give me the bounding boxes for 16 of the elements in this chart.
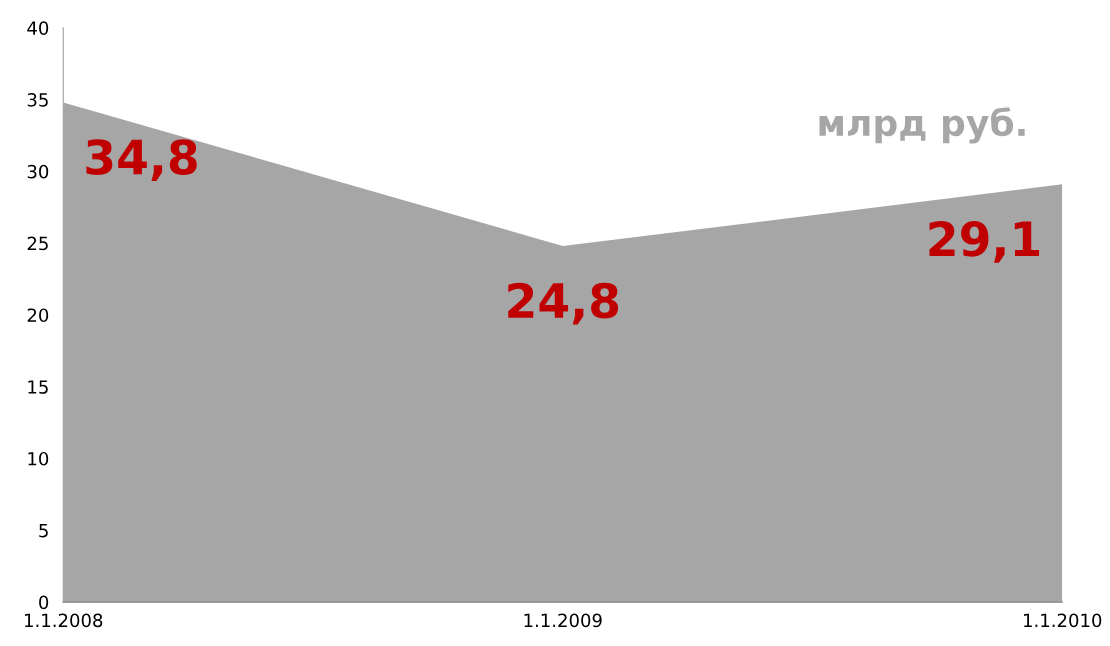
data-label: 24,8 (508, 282, 619, 325)
x-tick-label: 1.1.2009 (524, 613, 602, 628)
y-tick-label: 25 (27, 236, 48, 251)
y-tick-label: 40 (27, 21, 49, 35)
y-tick-label: 20 (27, 308, 49, 323)
x-tick-label: 1.1.2008 (25, 613, 103, 628)
y-tick-label: 15 (28, 380, 48, 394)
y-tick-label: 0 (39, 595, 49, 610)
y-tick-label: 5 (39, 523, 48, 538)
x-tick-label: 1.1.2010 (1024, 613, 1102, 628)
y-tick-label: 30 (27, 164, 49, 179)
annotation: млрд руб. (819, 107, 1025, 144)
data-label: 29,1 (929, 221, 1040, 263)
y-tick-label: 35 (27, 93, 48, 107)
y-tick-label: 10 (28, 451, 49, 466)
data-label: 34,8 (86, 139, 197, 181)
